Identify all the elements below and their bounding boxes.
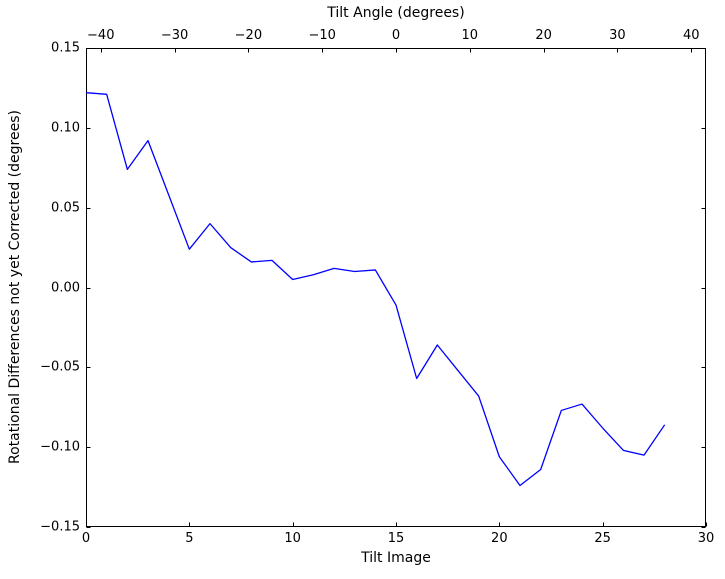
y-tick-label: 0.10 [51,120,80,136]
top-x-tick-label: −20 [234,28,263,43]
top-x-tick-label: 40 [682,28,700,43]
x-tick-label: 25 [594,531,611,546]
y-tick-label: 0.15 [51,40,80,56]
y-tick-label: −0.10 [40,439,80,455]
top-x-tick-label: −40 [87,28,115,43]
y-tick-label: −0.05 [40,359,80,375]
x-tick-label: 30 [697,531,715,546]
x-tick-label: 5 [185,531,194,546]
x-tick-label: 10 [284,531,301,546]
x-tick-label: 0 [81,531,91,546]
axes-frame [86,48,706,527]
y-tick-label: 0.00 [51,280,80,295]
top-x-tick-label: −30 [160,28,189,43]
y-tick-label: 0.05 [51,200,80,216]
top-x-tick-label: 30 [609,28,626,43]
data-line-rotational-difference [85,92,666,487]
top-x-tick-label: 10 [461,28,479,43]
top-x-tick-label: 0 [391,28,401,43]
x-tick-label: 20 [491,531,508,546]
x-axis-title: Tilt Image [361,550,431,566]
top-x-tick-label: 20 [535,28,552,43]
y-axis-title: Rotational Differences not yet Corrected… [7,110,23,464]
y-tick-label: −0.15 [40,519,80,535]
x-tick-label: 15 [387,531,405,546]
top-x-axis-title: Tilt Angle (degrees) [327,5,465,21]
top-x-tick-label: −10 [308,28,336,43]
